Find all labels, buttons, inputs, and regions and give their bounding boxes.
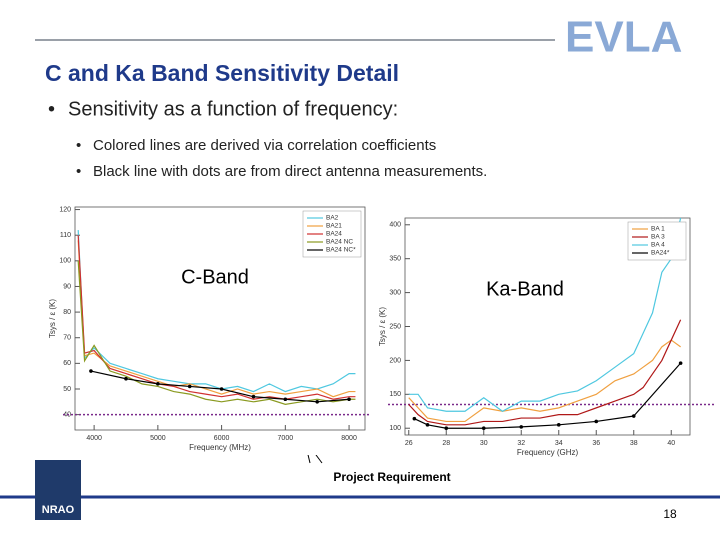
org-logo: [35, 460, 81, 520]
legend-label: BA24: [326, 231, 342, 238]
x-tick-label: 38: [630, 440, 638, 447]
bullet-dot: •: [76, 163, 81, 180]
x-tick-label: 32: [517, 440, 525, 447]
data-point: [444, 426, 449, 431]
legend-label: BA24 NC: [326, 239, 353, 246]
x-tick-label: 6000: [214, 435, 230, 442]
data-point: [124, 376, 128, 381]
data-point: [283, 397, 288, 402]
legend-label: BA 3: [651, 234, 665, 241]
y-tick-label: 350: [389, 256, 401, 263]
y-tick-label: 60: [63, 360, 71, 367]
data-point: [556, 423, 561, 427]
bullet: Sensitivity as a function of frequency:: [68, 98, 398, 120]
data-point: [347, 397, 351, 402]
y-tick-label: 50: [63, 386, 71, 393]
y-axis-label: Tsys / ε (K): [48, 299, 57, 338]
legend-label: BA24 NC*: [326, 247, 356, 254]
logo: EVLA: [565, 13, 682, 62]
legend-label: BA 1: [651, 226, 665, 233]
data-point: [412, 416, 417, 421]
y-tick-label: 100: [59, 258, 71, 265]
y-tick-label: 70: [63, 335, 71, 342]
x-tick-label: 4000: [86, 435, 102, 442]
x-tick-label: 8000: [341, 435, 357, 442]
x-tick-label: 40: [667, 440, 675, 447]
y-axis-label: Tsys / ε (K): [378, 307, 387, 346]
y-tick-label: 150: [389, 391, 401, 398]
data-point: [315, 400, 319, 404]
x-tick-label: 7000: [278, 435, 294, 442]
y-tick-label: 250: [389, 323, 401, 330]
plot-frame: [74, 206, 366, 431]
legend-label: BA21: [326, 223, 342, 230]
data-point: [187, 384, 192, 389]
data-point: [481, 426, 486, 431]
legend-label: BA 4: [651, 242, 665, 249]
bullet-dot: •: [76, 137, 81, 154]
annotation: Project Requirement: [333, 470, 450, 484]
x-axis-label: Frequency (GHz): [517, 448, 579, 457]
org-name: NRAO: [42, 504, 75, 516]
data-point: [678, 361, 683, 365]
y-tick-label: 90: [63, 283, 71, 290]
x-tick-label: 5000: [150, 435, 166, 442]
data-point: [594, 419, 599, 424]
y-tick-label: 80: [63, 309, 71, 316]
y-tick-label: 300: [389, 289, 401, 296]
x-tick-label: 36: [592, 440, 600, 447]
y-tick-label: 400: [389, 222, 401, 229]
band-label: Ka-Band: [486, 278, 564, 300]
series-line: [77, 240, 356, 398]
series-line: [77, 235, 356, 400]
legend-label: BA2: [326, 215, 339, 222]
x-tick-label: 34: [555, 440, 563, 447]
sub-bullet: Black line with dots are from direct ant…: [93, 163, 487, 180]
data-point: [519, 425, 524, 429]
series-line: [408, 339, 681, 423]
data-point: [156, 382, 160, 386]
series-line: [408, 217, 682, 412]
series-line: [77, 230, 356, 393]
band-label: C-Band: [181, 266, 249, 288]
y-tick-label: 110: [60, 232, 71, 239]
data-point: [425, 423, 430, 427]
slide-title: C and Ka Band Sensitivity Detail: [45, 60, 399, 86]
legend-label: BA24*: [651, 250, 670, 257]
chart: 26 28 30 32 34 36 38 40 100 150 200 250 300 350 400 Fre…: [370, 210, 715, 465]
x-tick-label: 28: [442, 440, 450, 447]
page-number: 18: [663, 507, 677, 521]
legend-box: [627, 221, 687, 261]
chart: 4000500060007000800040506070809010011012…: [45, 200, 370, 455]
x-tick-label: 26: [405, 440, 413, 447]
x-axis-label: Frequency (MHz): [189, 443, 251, 452]
data-point: [219, 387, 224, 391]
y-tick-label: 200: [389, 357, 401, 364]
data-point: [251, 394, 256, 399]
data-point: [89, 369, 93, 373]
bullet-dot: •: [48, 98, 55, 120]
data-point: [631, 414, 636, 418]
y-tick-label: 100: [389, 425, 401, 432]
series-line: [77, 260, 356, 405]
series-line: [408, 319, 682, 426]
sub-bullet: Colored lines are derived via correlatio…: [93, 137, 436, 154]
x-tick-label: 30: [480, 440, 488, 447]
y-tick-label: 120: [59, 206, 71, 213]
